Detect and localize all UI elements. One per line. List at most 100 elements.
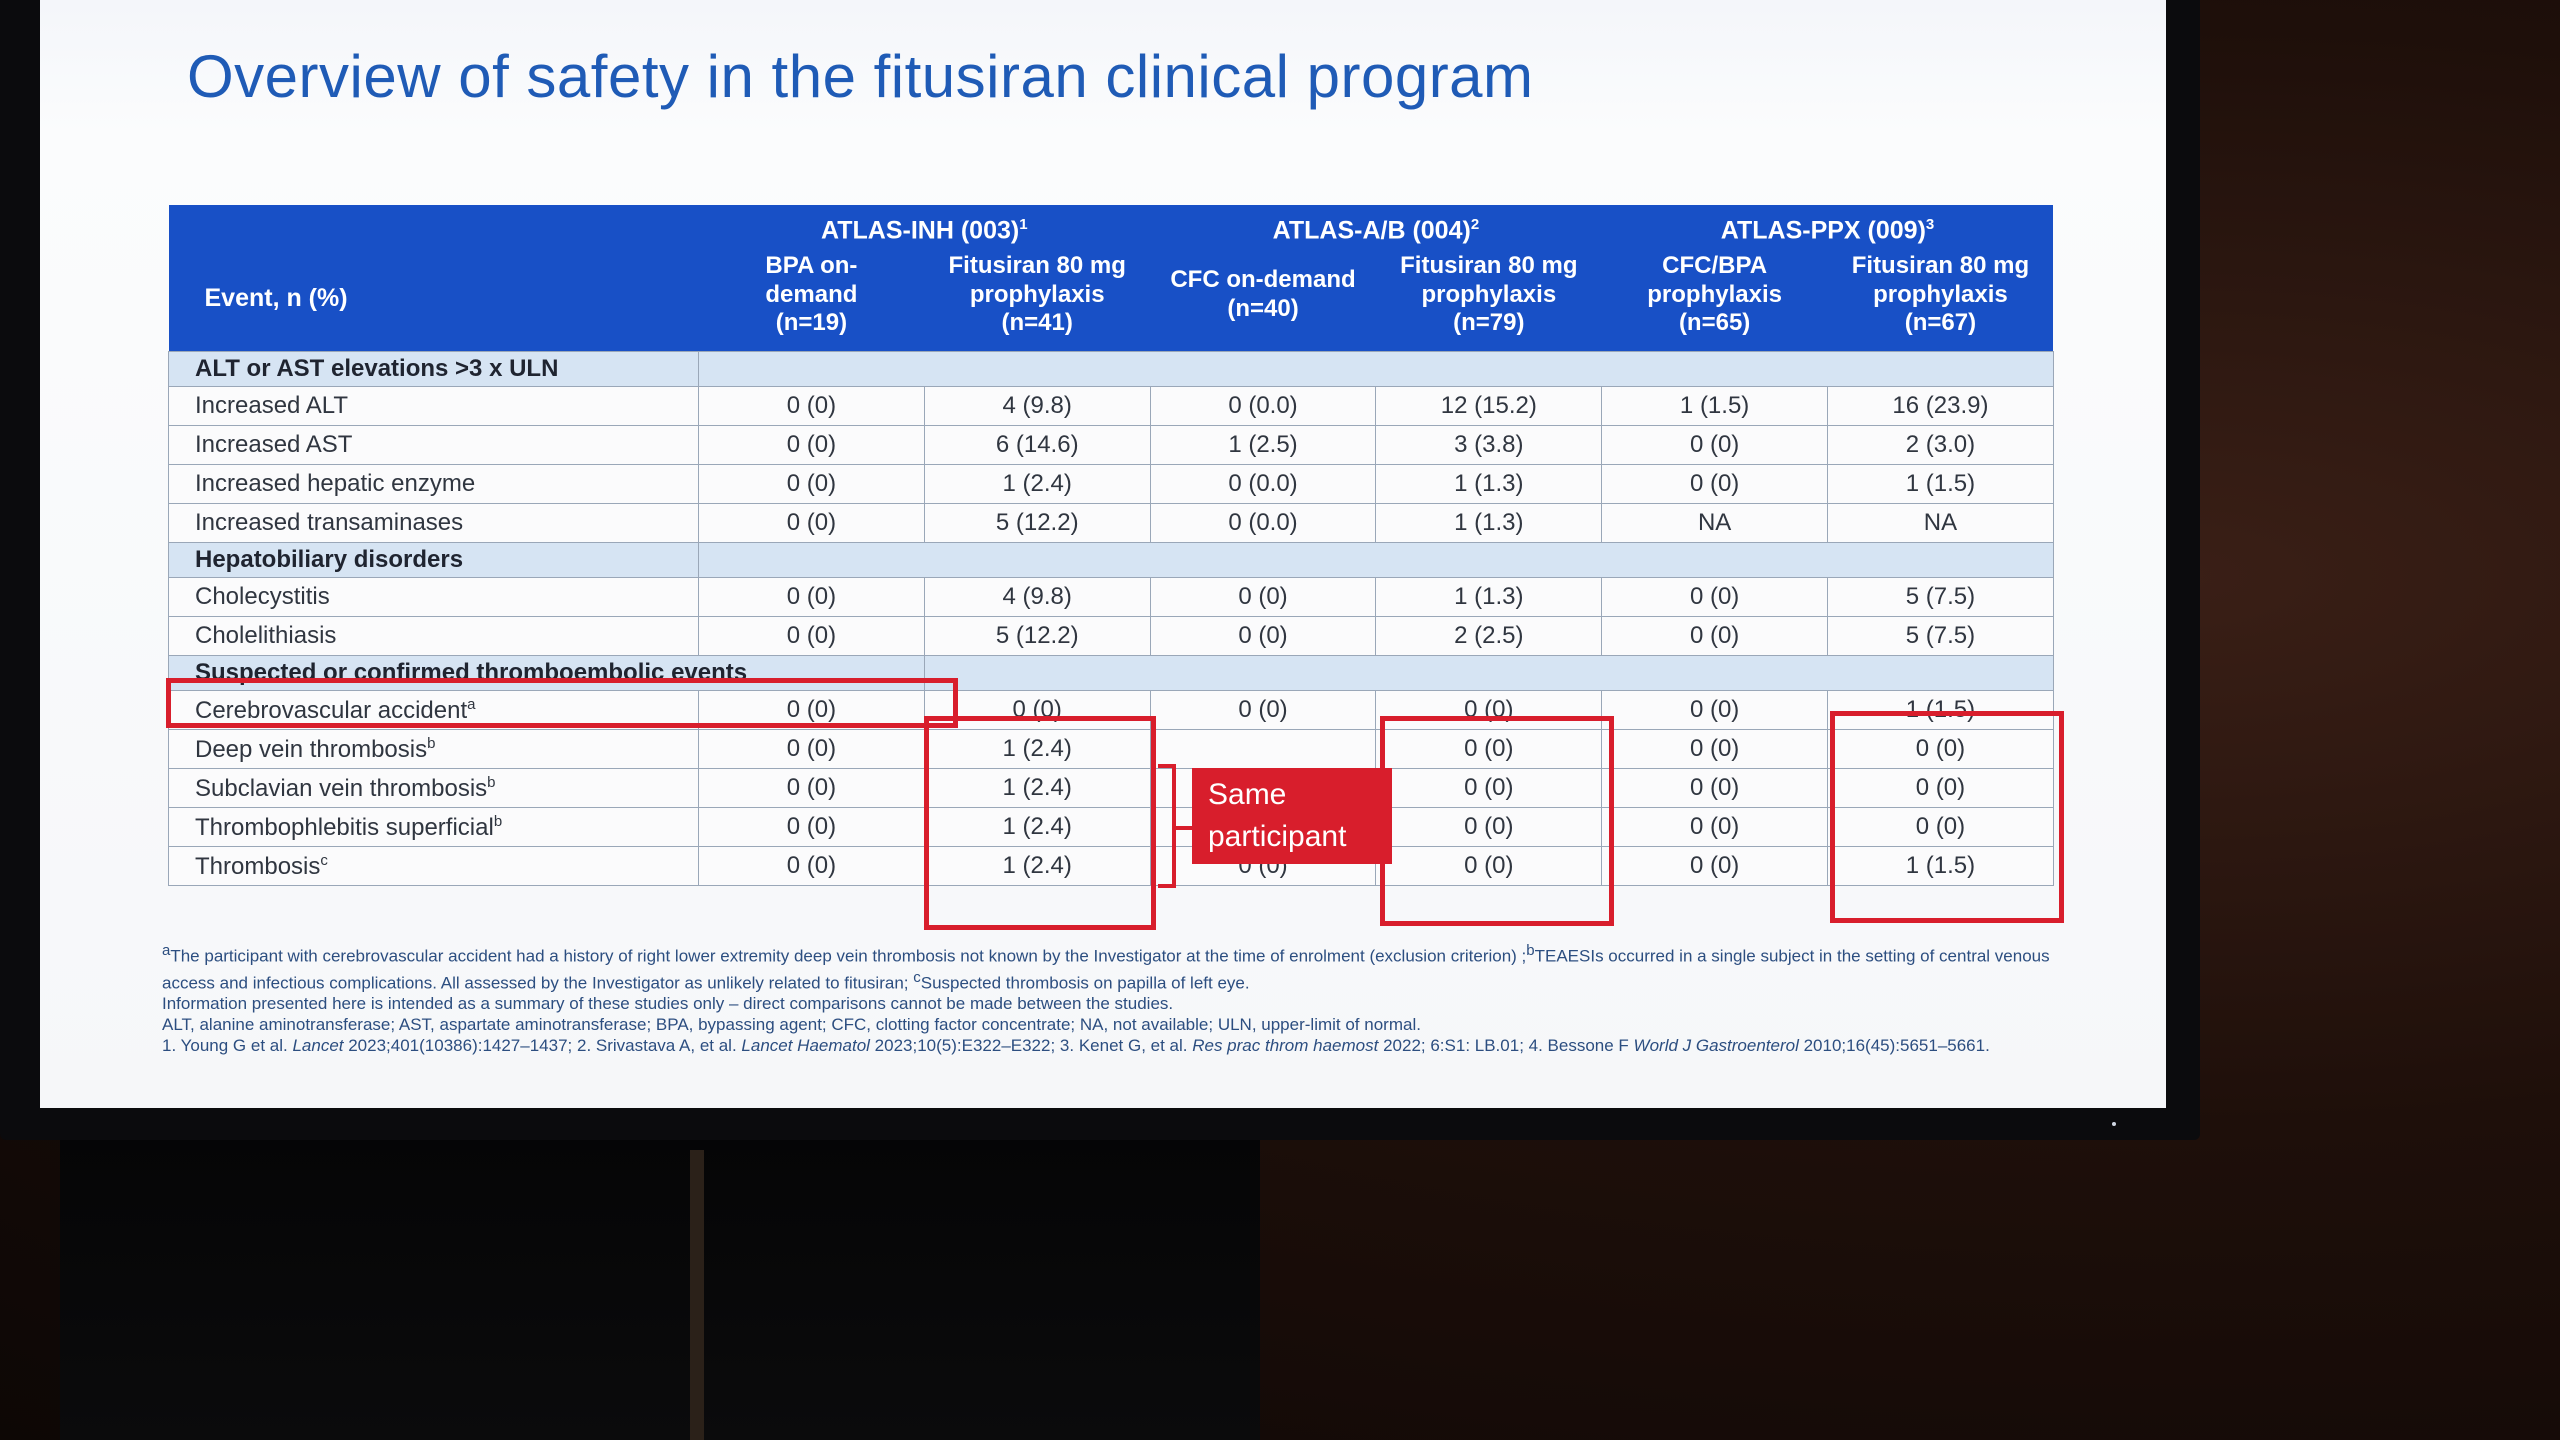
- table-cell: 16 (23.9): [1827, 386, 2054, 426]
- arm-header-row: Event, n (%) BPA on-demand (n=19) Fitusir…: [168, 245, 2054, 352]
- table-row: Thrombosisc 0 (0) 1 (2.4) 0 (0) 0 (0) 0 …: [168, 846, 2054, 886]
- table-cell: 0 (0): [698, 846, 925, 886]
- table-cell: 0 (0): [698, 729, 925, 769]
- safety-table: ATLAS-INH (003)1 ATLAS-A/B (004)2 ATLAS-…: [168, 205, 2054, 886]
- study-header: ATLAS-A/B (004)2: [1150, 205, 1602, 245]
- arm-header: CFC on-demand (n=40): [1150, 245, 1376, 352]
- table-cell: 0 (0): [1827, 729, 2054, 769]
- event-label: Subclavian vein thrombosisb: [168, 768, 699, 808]
- section-row: Hepatobiliary disorders: [168, 542, 2054, 578]
- table-cell: 0 (0): [1375, 690, 1603, 730]
- table-cell: 1 (1.3): [1375, 577, 1603, 617]
- table-cell: 0 (0): [1375, 768, 1603, 808]
- arm-header: CFC/BPA prophylaxis (n=65): [1601, 245, 1828, 352]
- footnote-disclaimer: Information presented here is intended a…: [162, 994, 1174, 1014]
- table-cell: 1 (2.4): [923, 846, 1151, 886]
- table-cell: 0 (0): [698, 768, 925, 808]
- table-row: Increased hepatic enzyme 0 (0) 1 (2.4) 0…: [168, 464, 2054, 504]
- footnotes: aThe participant with cerebrovascular ac…: [162, 940, 2082, 1056]
- arm-header: Fitusiran 80 mg prophylaxis (n=79): [1375, 245, 1602, 352]
- same-participant-bracket: [1158, 764, 1176, 888]
- table-cell: 0 (0): [698, 386, 925, 426]
- table-cell: 4 (9.8): [923, 386, 1151, 426]
- table-cell: 0 (0.0): [1149, 464, 1377, 504]
- section-row: ALT or AST elevations >3 x ULN: [168, 351, 2054, 387]
- table-row: Cholecystitis 0 (0) 4 (9.8) 0 (0) 1 (1.3…: [168, 577, 2054, 617]
- table-cell: 0 (0): [1601, 768, 1829, 808]
- table-cell: 0 (0): [1375, 729, 1603, 769]
- table-cell: 1 (1.5): [1827, 690, 2054, 730]
- table-cell: 2 (2.5): [1375, 616, 1603, 656]
- table-cell: 0 (0): [1375, 846, 1603, 886]
- table-cell: 0 (0): [923, 690, 1151, 730]
- section-fill: [698, 351, 2054, 387]
- table-cell: 3 (3.8): [1375, 425, 1603, 465]
- table-cell: 4 (9.8): [923, 577, 1151, 617]
- event-label: Increased AST: [168, 425, 699, 465]
- table-cell: 0 (0): [698, 464, 925, 504]
- footnote-definitions: aThe participant with cerebrovascular ac…: [162, 942, 2050, 993]
- table-cell: 0 (0): [1149, 690, 1377, 730]
- section-label: Hepatobiliary disorders: [168, 542, 699, 578]
- table-cell: 0 (0.0): [1149, 386, 1377, 426]
- event-label: Increased transaminases: [168, 503, 699, 543]
- table-cell: 1 (1.3): [1375, 464, 1603, 504]
- table-row: Increased ALT 0 (0) 4 (9.8) 0 (0.0) 12 (…: [168, 386, 2054, 426]
- table-cell: 0 (0): [1375, 807, 1603, 847]
- table-cell: 0 (0): [698, 807, 925, 847]
- table-row: Subclavian vein thrombosisb 0 (0) 1 (2.4…: [168, 768, 2054, 808]
- table-cell: 0 (0): [1601, 807, 1829, 847]
- event-label: Cholelithiasis: [168, 616, 699, 656]
- arm-header: Fitusiran 80 mg prophylaxis (n=67): [1827, 245, 2054, 352]
- presentation-slide: Overview of safety in the fitusiran clin…: [40, 0, 2166, 1108]
- table-cell: 0 (0): [698, 503, 925, 543]
- table-cell: 0 (0): [1827, 768, 2054, 808]
- table-cell: 1 (2.4): [923, 729, 1151, 769]
- table-cell: 0 (0.0): [1149, 503, 1377, 543]
- slide-title: Overview of safety in the fitusiran clin…: [187, 43, 1534, 110]
- table-cell: 0 (0): [1601, 464, 1829, 504]
- table-cell: 5 (12.2): [923, 616, 1151, 656]
- table-cell: 0 (0): [1149, 616, 1377, 656]
- table-cell: 0 (0): [1601, 729, 1829, 769]
- table-cell: 12 (15.2): [1375, 386, 1603, 426]
- ppx-fitusiran-highlight: [1830, 711, 2064, 923]
- table-cell: 6 (14.6): [923, 425, 1151, 465]
- table-row: Increased transaminases 0 (0) 5 (12.2) 0…: [168, 503, 2054, 543]
- event-label: Cholecystitis: [168, 577, 699, 617]
- event-label: Thrombophlebitis superficialb: [168, 807, 699, 847]
- thromboembolic-label-highlight: [166, 678, 958, 728]
- table-cell: [1149, 729, 1377, 769]
- table-cell: 0 (0): [698, 616, 925, 656]
- table-cell: NA: [1601, 503, 1829, 543]
- table-cell: 2 (3.0): [1827, 425, 2054, 465]
- table-cell: 1 (1.5): [1601, 386, 1829, 426]
- arm-header: Fitusiran 80 mg prophylaxis (n=41): [924, 245, 1151, 352]
- table-cell: 0 (0): [1601, 690, 1829, 730]
- table-cell: 5 (12.2): [923, 503, 1151, 543]
- arm-header: BPA on-demand (n=19): [698, 245, 925, 352]
- event-label: Thrombosisc: [168, 846, 699, 886]
- study-header: ATLAS-PPX (009)3: [1601, 205, 2054, 245]
- podium-shadow: [60, 1140, 1260, 1440]
- monitor-frame: Overview of safety in the fitusiran clin…: [0, 0, 2200, 1140]
- table-cell: 0 (0): [1601, 616, 1829, 656]
- study-header: ATLAS-INH (003)1: [698, 205, 1151, 245]
- table-cell: 1 (1.5): [1827, 464, 2054, 504]
- table-cell: 0 (0): [1149, 577, 1377, 617]
- table-cell: 1 (1.5): [1827, 846, 2054, 886]
- table-cell: 0 (0): [698, 425, 925, 465]
- table-cell: NA: [1827, 503, 2054, 543]
- table-cell: 1 (2.4): [923, 464, 1151, 504]
- footnote-abbreviations: ALT, alanine aminotransferase; AST, aspa…: [162, 1015, 1421, 1035]
- section-fill: [698, 542, 2054, 578]
- event-label: Increased hepatic enzyme: [168, 464, 699, 504]
- event-column-header: Event, n (%): [168, 245, 699, 352]
- study-header-row: ATLAS-INH (003)1 ATLAS-A/B (004)2 ATLAS-…: [168, 205, 2054, 245]
- same-participant-callout: Same participant: [1192, 768, 1392, 864]
- header-corner: [168, 205, 699, 245]
- event-label: Increased ALT: [168, 386, 699, 426]
- section-label: ALT or AST elevations >3 x ULN: [168, 351, 699, 387]
- footnote-references: 1. Young G et al. Lancet 2023;401(10386)…: [162, 1036, 1990, 1056]
- table-cell: 0 (0): [1601, 846, 1829, 886]
